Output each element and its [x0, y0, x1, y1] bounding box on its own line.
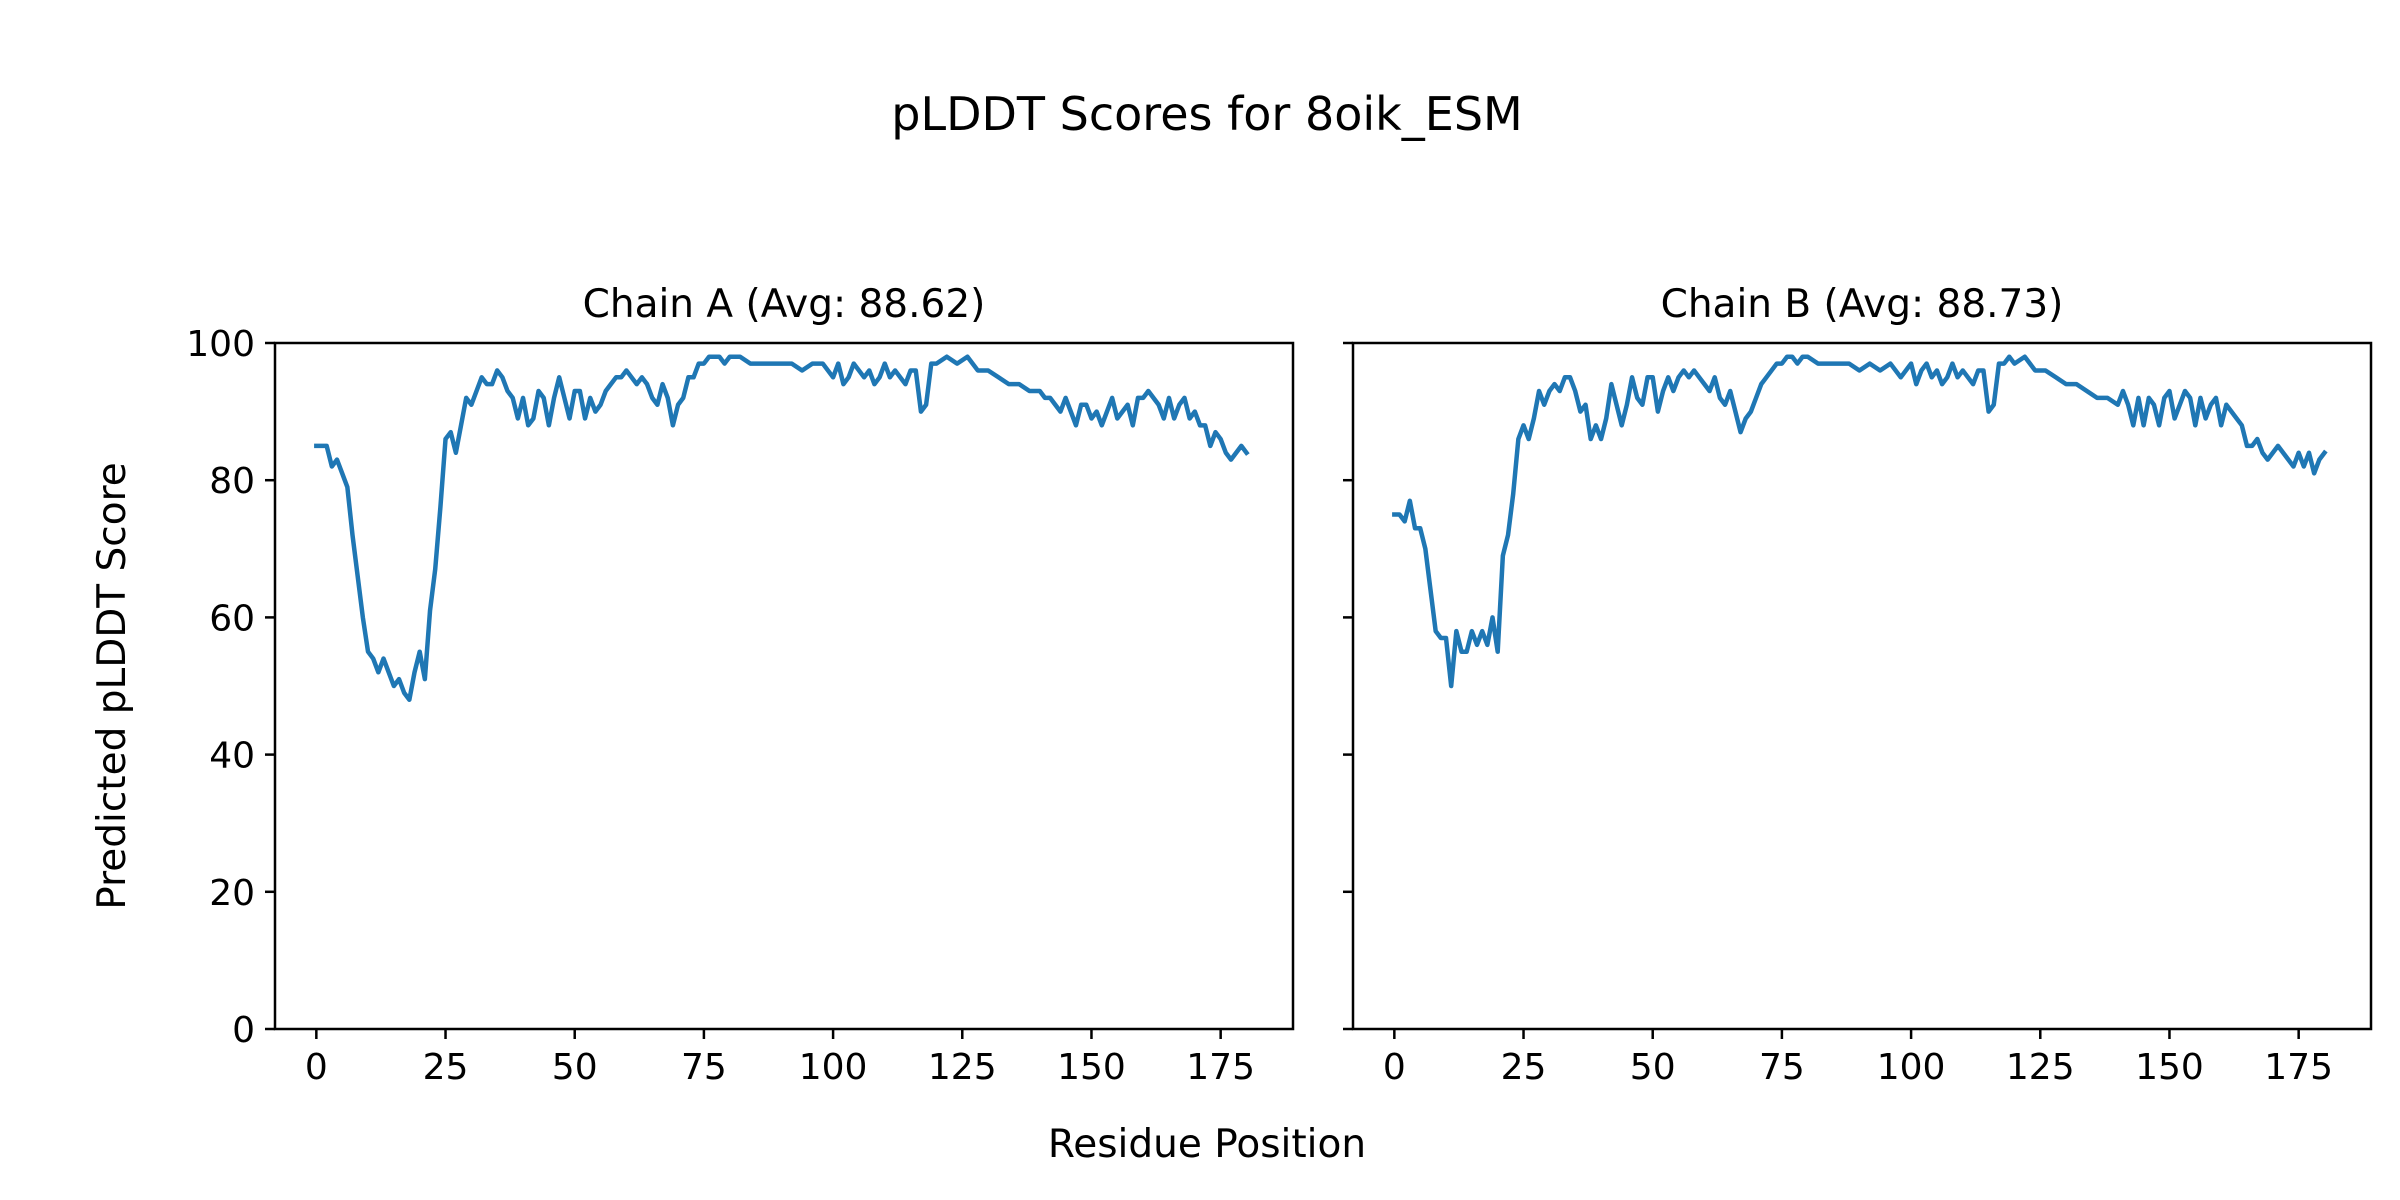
x-tick-label: 75 [1759, 1047, 1805, 1088]
x-axis-label: Residue Position [1048, 1122, 1366, 1167]
x-tick-label: 175 [2264, 1047, 2333, 1088]
x-tick-label: 175 [1186, 1047, 1255, 1088]
x-tick-label: 150 [1057, 1047, 1126, 1088]
x-tick-label: 0 [1383, 1047, 1406, 1088]
y-axis-label: Predicted pLDDT Score [90, 462, 135, 909]
panel-title: Chain B (Avg: 88.73) [1661, 282, 2064, 327]
y-tick-label: 100 [186, 324, 255, 365]
x-tick-label: 100 [1877, 1047, 1946, 1088]
x-tick-label: 125 [928, 1047, 997, 1088]
x-tick-label: 150 [2135, 1047, 2204, 1088]
panel-chain-a: 0 25 50 75 100 125 150 175 0 20 40 60 80 100 Chain A (… [186, 282, 1295, 1088]
axes-frame [1351, 341, 2373, 1031]
x-tick-label: 25 [1501, 1047, 1547, 1088]
y-tick-label: 20 [209, 873, 255, 914]
series-line [1392, 354, 2328, 689]
panel-title: Chain A (Avg: 88.62) [583, 282, 986, 327]
x-tick-label: 75 [681, 1047, 727, 1088]
subplots: 0 25 50 75 100 125 150 175 0 20 40 60 80 100 Chain A (… [186, 282, 2373, 1088]
series-line [314, 354, 1250, 702]
x-tick-label: 50 [552, 1047, 598, 1088]
figure-title: pLDDT Scores for 8oik_ESM [891, 87, 1522, 141]
axes-frame [273, 341, 1295, 1031]
y-tick-label: 80 [209, 461, 255, 502]
x-tick-label: 0 [305, 1047, 328, 1088]
y-tick-label: 40 [209, 736, 255, 777]
panel-chain-b: 0 25 50 75 100 125 150 175 Chain B (Avg: 88.73) [1343, 282, 2373, 1088]
x-tick-label: 50 [1630, 1047, 1676, 1088]
x-tick-label: 25 [423, 1047, 469, 1088]
x-tick-label: 100 [799, 1047, 868, 1088]
x-tick-label: 125 [2006, 1047, 2075, 1088]
y-tick-label: 60 [209, 598, 255, 639]
y-tick-label: 0 [232, 1010, 255, 1051]
